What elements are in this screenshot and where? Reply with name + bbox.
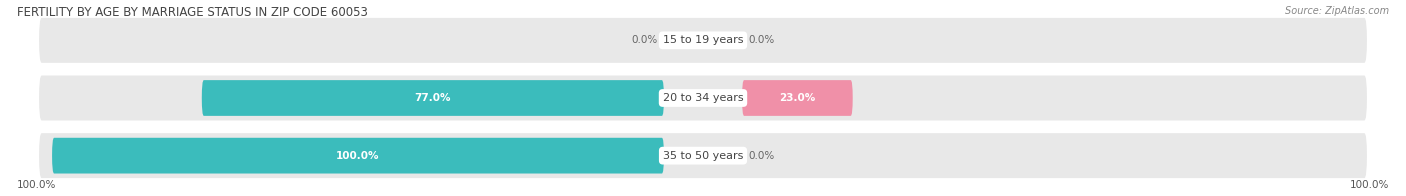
Text: 0.0%: 0.0%	[631, 35, 658, 45]
Text: Source: ZipAtlas.com: Source: ZipAtlas.com	[1285, 6, 1389, 16]
FancyBboxPatch shape	[39, 133, 1367, 178]
Text: 100.0%: 100.0%	[17, 180, 56, 190]
Text: 35 to 50 years: 35 to 50 years	[662, 151, 744, 161]
Text: FERTILITY BY AGE BY MARRIAGE STATUS IN ZIP CODE 60053: FERTILITY BY AGE BY MARRIAGE STATUS IN Z…	[17, 6, 368, 19]
FancyBboxPatch shape	[52, 138, 664, 173]
FancyBboxPatch shape	[742, 80, 852, 116]
Text: 100.0%: 100.0%	[1350, 180, 1389, 190]
FancyBboxPatch shape	[39, 18, 1367, 63]
Text: 15 to 19 years: 15 to 19 years	[662, 35, 744, 45]
Text: 20 to 34 years: 20 to 34 years	[662, 93, 744, 103]
FancyBboxPatch shape	[39, 75, 1367, 121]
Text: 100.0%: 100.0%	[336, 151, 380, 161]
FancyBboxPatch shape	[202, 80, 664, 116]
Text: 0.0%: 0.0%	[748, 151, 775, 161]
Text: 23.0%: 23.0%	[779, 93, 815, 103]
Text: 77.0%: 77.0%	[415, 93, 451, 103]
Text: 0.0%: 0.0%	[748, 35, 775, 45]
